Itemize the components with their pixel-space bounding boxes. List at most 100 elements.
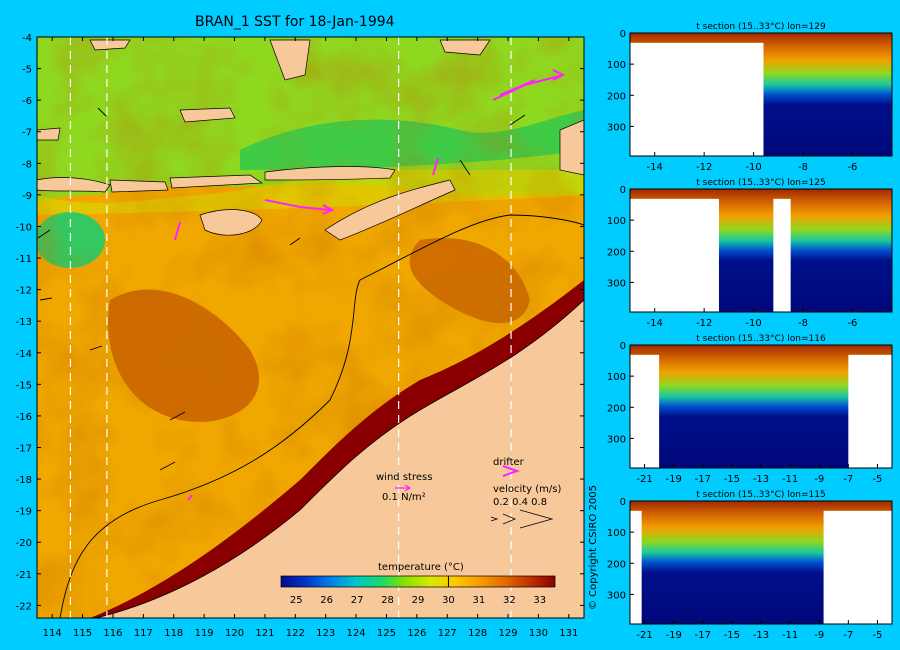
t-section-panel: t section (15..33°C) lon=116 -21 -19 -17 -15… xyxy=(607,334,893,485)
island-timor xyxy=(324,179,456,241)
map-x-tick-label: 125 xyxy=(377,628,396,639)
colorbar-tick-label: 33 xyxy=(533,595,546,606)
colorbar-tick-label: 29 xyxy=(412,595,425,606)
section-x-tick-label: -6 xyxy=(847,318,857,329)
section-x-tick-label: -11 xyxy=(782,630,798,641)
map-y-tick-label: -7 xyxy=(22,128,32,139)
section-y-tick-label: 300 xyxy=(607,122,626,133)
map-y-tick-label: -18 xyxy=(16,475,32,486)
map-x-tick-label: 115 xyxy=(73,628,92,639)
drifter-arrow-icon xyxy=(502,465,520,477)
section-x-tick-label: -14 xyxy=(647,162,663,173)
copyright-text: © Copyright CSIRO 2005 xyxy=(588,485,599,610)
map-y-tick-label: -4 xyxy=(22,33,32,44)
section-y-tick-label: 0 xyxy=(620,29,626,40)
section-blank-region xyxy=(773,198,791,312)
map-x-tick-label: 117 xyxy=(134,628,153,639)
section-x-tick-label: -12 xyxy=(696,318,712,329)
wind-stress-vectors xyxy=(37,107,526,471)
map-y-tick-label: -21 xyxy=(16,570,32,581)
section-x-tick-label: -6 xyxy=(847,162,857,173)
section-y-tick-label: 300 xyxy=(607,278,626,289)
section-title: t section (15..33°C) lon=115 xyxy=(696,490,825,500)
velocity-label: velocity (m/s) xyxy=(493,484,561,495)
section-x-tick-label: -19 xyxy=(665,630,681,641)
section-x-tick-label: -19 xyxy=(665,474,681,485)
wind-stress-label: wind stress xyxy=(376,472,432,483)
colorbar-tick-label: 32 xyxy=(503,595,516,606)
map-y-tick-label: -22 xyxy=(16,601,32,612)
section-blank-region xyxy=(630,354,660,468)
velocity-scale-arrows xyxy=(490,509,554,529)
map-x-tick-label: 124 xyxy=(347,628,366,639)
map-y-tick-label: -17 xyxy=(16,443,32,454)
map-y-tick-label: -11 xyxy=(16,254,32,265)
t-section-panel: t section (15..33°C) lon=115 -21 -19 -17 -15… xyxy=(607,490,893,641)
colorbar-tick-label: 28 xyxy=(381,595,394,606)
map-x-tick-label: 127 xyxy=(438,628,457,639)
section-x-tick-label: -12 xyxy=(696,162,712,173)
section-x-tick-label: -5 xyxy=(872,474,882,485)
section-frame xyxy=(629,32,893,157)
warm-coastal-band xyxy=(90,280,584,618)
map-y-tick-label: -5 xyxy=(22,65,32,76)
map-x-tick-label: 128 xyxy=(468,628,487,639)
section-y-tick-label: 100 xyxy=(607,372,626,383)
colorbar-label: temperature (°C) xyxy=(378,562,464,573)
section-y-tick-label: 0 xyxy=(620,185,626,196)
sst-map xyxy=(37,37,584,618)
section-title: t section (15..33°C) lon=125 xyxy=(696,178,825,188)
map-x-tick-label: 130 xyxy=(529,628,548,639)
wind-stress-arrow-icon xyxy=(395,484,412,492)
colorbar-ticks: 25 26 27 28 29 30 31 32 33 xyxy=(290,595,546,606)
map-y-tick-label: -14 xyxy=(16,349,32,360)
map-x-tick-label: 122 xyxy=(286,628,305,639)
section-x-tick-label: -9 xyxy=(814,630,824,641)
map-y-axis: -4 -5 -6 -7 -8 -9 -10 -11 -12 -13 -14 -15 -16 -17 -18 -… xyxy=(16,33,584,612)
section-x-tick-label: -17 xyxy=(695,474,711,485)
map-y-tick-label: -15 xyxy=(16,380,32,391)
island-sumba xyxy=(199,209,263,236)
colorbar xyxy=(280,575,556,588)
section-y-tick-label: 300 xyxy=(607,590,626,601)
section-y-tick-label: 0 xyxy=(620,497,626,508)
drifter-label: drifter xyxy=(493,457,525,468)
section-y-tick-label: 200 xyxy=(607,247,626,258)
colorbar-tick-label: 25 xyxy=(290,595,303,606)
section-x-tick-label: -11 xyxy=(782,474,798,485)
t-section-panel: t section (15..33°C) lon=125 -14 -12 -10 -8 -… xyxy=(607,178,893,329)
section-y-tick-label: 100 xyxy=(607,60,626,71)
drifter-tracks xyxy=(174,69,566,501)
island-bali-lombok xyxy=(109,179,169,193)
section-frame xyxy=(629,188,893,313)
isobath-contour xyxy=(59,214,584,618)
map-y-tick-label: -10 xyxy=(16,222,32,233)
colorbar-tick-label: 27 xyxy=(351,595,364,606)
section-y-tick-label: 300 xyxy=(607,434,626,445)
island-sumbawa xyxy=(169,174,264,189)
section-x-tick-label: -5 xyxy=(872,630,882,641)
map-y-tick-label: -12 xyxy=(16,286,32,297)
section-x-tick-label: -7 xyxy=(843,474,853,485)
section-x-tick-label: -8 xyxy=(798,162,808,173)
t-section-panel: t section (15..33°C) lon=129 -14 -12 -10 -8 -… xyxy=(607,22,893,173)
wind-stress-scale: 0.1 N/m² xyxy=(382,492,426,503)
section-y-tick-label: 200 xyxy=(607,91,626,102)
australia-land xyxy=(96,300,584,618)
section-x-tick-label: -15 xyxy=(724,474,740,485)
section-title: t section (15..33°C) lon=116 xyxy=(696,334,826,344)
map-x-tick-label: 120 xyxy=(225,628,244,639)
island-java xyxy=(37,177,111,193)
section-blank-region xyxy=(848,354,892,468)
section-title: t section (15..33°C) lon=129 xyxy=(696,22,826,32)
map-y-tick-label: -6 xyxy=(22,96,32,107)
velocity-values: 0.2 0.4 0.8 xyxy=(493,497,547,508)
map-y-tick-label: -8 xyxy=(22,159,32,170)
map-x-tick-label: 114 xyxy=(43,628,62,639)
map-y-tick-label: -16 xyxy=(16,412,32,423)
section-y-tick-label: 200 xyxy=(607,559,626,570)
island-sulawesi xyxy=(269,39,311,81)
map-x-tick-label: 119 xyxy=(195,628,214,639)
section-x-tick-label: -13 xyxy=(753,474,769,485)
